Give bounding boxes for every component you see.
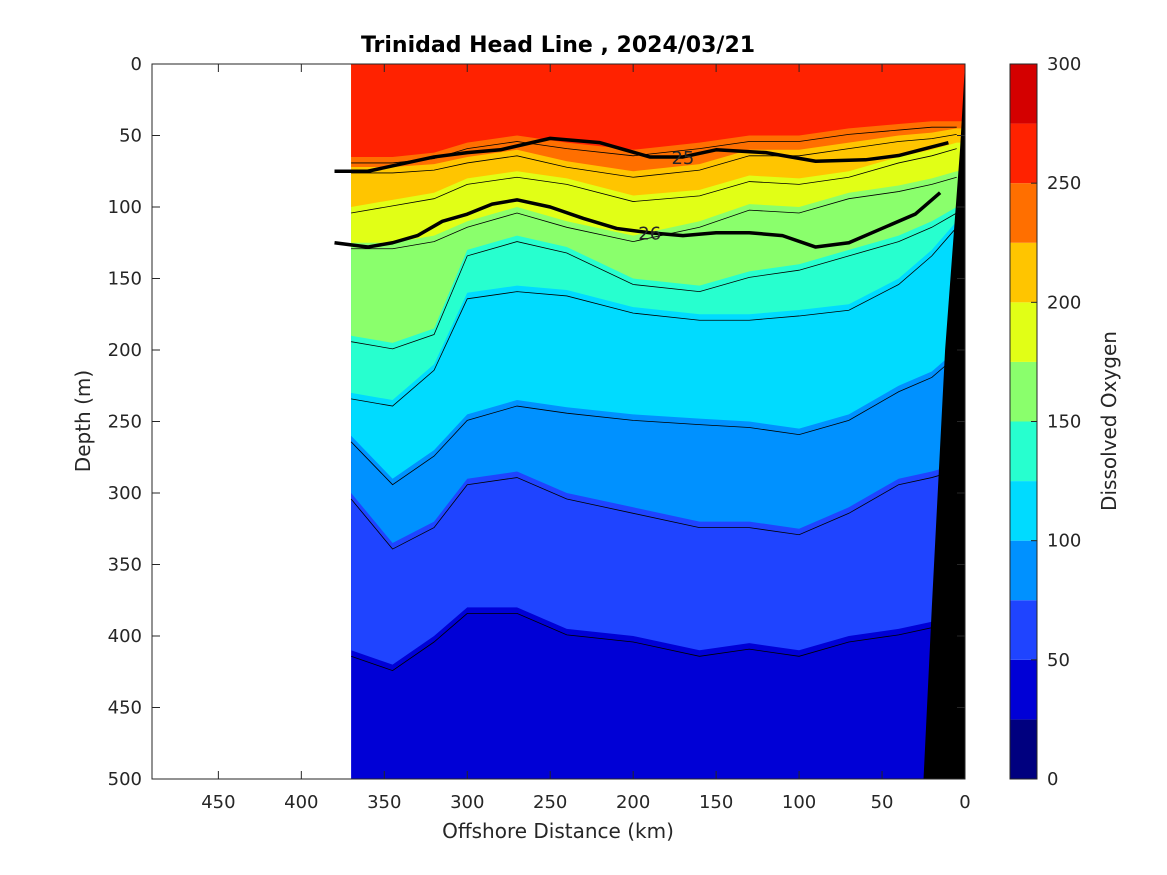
oxygen-filled-contours (351, 64, 965, 779)
y-axis-label: Depth (m) (71, 370, 95, 472)
colorbar-segment (1010, 183, 1037, 243)
density-thin-contour (351, 148, 957, 214)
bathymetry-shelf (923, 64, 965, 779)
colorbar-tick-label: 200 (1047, 292, 1081, 313)
y-tick-label: 300 (108, 483, 142, 504)
density-labeled-contours: 25 26 (334, 136, 949, 249)
colorbar-segment (1010, 361, 1037, 422)
colorbar-segment (1010, 64, 1037, 124)
colorbar-tick-label: 300 (1047, 54, 1081, 75)
density-thin-contour (351, 133, 957, 178)
colorbar-segment (1010, 421, 1037, 482)
colorbar-segment (1010, 719, 1037, 779)
y-axis-ticks: 0 50 100 150 200 250 300 350 400 450 500 (108, 54, 965, 790)
density-contour-label: 26 (638, 224, 661, 245)
colorbar-tick-label: 50 (1047, 650, 1070, 671)
density-contour-25 (334, 136, 949, 173)
density-thin-contour (351, 227, 958, 407)
y-tick-label: 50 (119, 126, 142, 147)
x-tick-label: 200 (616, 792, 650, 813)
y-tick-label: 100 (108, 197, 142, 218)
x-tick-label: 250 (533, 792, 567, 813)
y-tick-label: 350 (108, 555, 142, 576)
colorbar-label: Dissolved Oxygen (1097, 331, 1121, 511)
density-contour-26 (334, 191, 942, 249)
x-axis-label: Offshore Distance (km) (442, 819, 674, 843)
x-axis-ticks: 450 400 350 300 250 200 150 100 50 0 (201, 64, 971, 813)
colorbar-tick-label: 150 (1047, 412, 1081, 433)
oxygen-band (351, 64, 965, 157)
density-thin-contours (350, 126, 958, 672)
colorbar (1009, 63, 1038, 780)
density-thin-contour (350, 355, 957, 486)
y-tick-label: 500 (108, 769, 142, 790)
x-tick-label: 400 (284, 792, 318, 813)
x-tick-label: 300 (450, 792, 484, 813)
colorbar-tick-label: 0 (1047, 769, 1058, 790)
density-thin-contour (350, 470, 957, 550)
oxygen-band (351, 64, 965, 66)
y-tick-label: 0 (131, 54, 142, 75)
y-tick-label: 250 (108, 412, 142, 433)
colorbar-segment (1010, 659, 1037, 720)
colorbar-segment (1010, 540, 1037, 601)
plot-area: 25 26 (152, 64, 965, 779)
density-thin-contour (351, 212, 957, 350)
x-tick-label: 350 (367, 792, 401, 813)
colorbar-segment (1010, 242, 1037, 303)
colorbar-segment (1010, 600, 1037, 660)
x-tick-label: 450 (201, 792, 235, 813)
x-tick-label: 0 (959, 792, 970, 813)
colorbar-segment (1010, 481, 1037, 541)
density-thin-contour (350, 613, 957, 672)
y-tick-label: 400 (108, 626, 142, 647)
colorbar-ticks: 0 50 100 150 200 250 300 (1031, 54, 1081, 790)
x-tick-label: 100 (782, 792, 816, 813)
colorbar-segment (1010, 302, 1037, 362)
colorbar-tick-label: 100 (1047, 531, 1081, 552)
colorbar-tick-label: 250 (1047, 173, 1081, 194)
y-tick-label: 450 (108, 698, 142, 719)
colorbar-segment (1010, 123, 1037, 184)
y-tick-label: 150 (108, 269, 142, 290)
density-contour-label: 25 (671, 148, 694, 169)
y-tick-label: 200 (108, 340, 142, 361)
chart-title: Trinidad Head Line , 2024/03/21 (361, 33, 755, 58)
x-tick-label: 50 (871, 792, 894, 813)
x-tick-label: 150 (699, 792, 733, 813)
